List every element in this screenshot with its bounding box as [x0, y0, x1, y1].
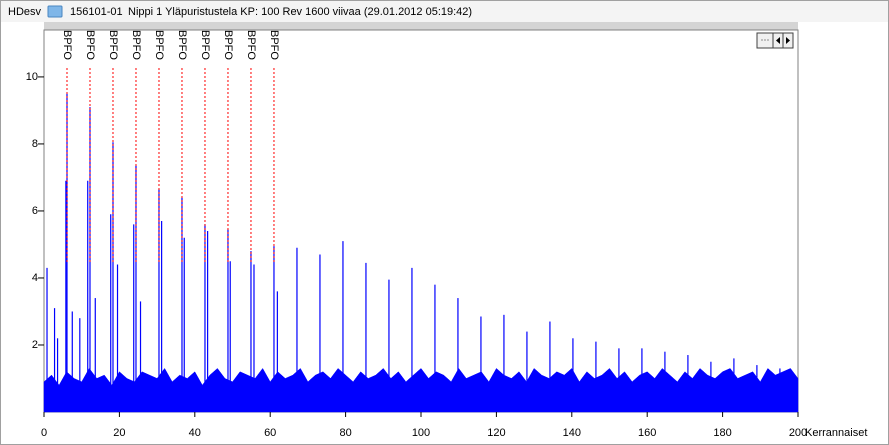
plot [43, 93, 799, 413]
marker-label: BPFO [176, 30, 188, 60]
x-tick-label: 180 [713, 427, 731, 439]
x-tick-label: 0 [41, 427, 47, 439]
marker-label: BPFO [268, 30, 280, 60]
marker-label: BPFO [61, 30, 73, 60]
x-tick-label: 160 [638, 427, 656, 439]
marker-label: BPFO [199, 30, 211, 60]
marker-label: BPFO [130, 30, 142, 60]
more-icon: ··· [761, 34, 770, 44]
header-bar [1, 1, 888, 22]
window-title: Nippi 1 Yläpuristustela KP: 100 Rev 1600… [128, 6, 472, 18]
x-tick-label: 60 [264, 427, 276, 439]
prev-icon [776, 37, 780, 44]
marker-label: BPFO [153, 30, 165, 60]
x-axis-label: Kerrannaiset [805, 427, 867, 439]
x-tick-label: 40 [189, 427, 201, 439]
marker-label: BPFO [84, 30, 96, 60]
plot-top-strip [44, 22, 798, 30]
x-tick-label: 120 [487, 427, 505, 439]
x-tick-label: 140 [563, 427, 581, 439]
y-tick-label: 10 [26, 71, 38, 83]
nav-buttons: ··· [756, 32, 794, 49]
folder-icon[interactable] [47, 5, 63, 18]
x-tick-label: 20 [113, 427, 125, 439]
y-tick-label: 4 [32, 272, 38, 284]
y-tick-label: 8 [32, 138, 38, 150]
app-name: HDesv [8, 6, 42, 18]
x-tick-label: 80 [339, 427, 351, 439]
marker-label: BPFO [107, 30, 119, 60]
noise-floor [43, 367, 799, 413]
next-icon [786, 37, 790, 44]
object-id: 156101-01 [70, 6, 123, 18]
x-tick-label: 200 [789, 427, 807, 439]
y-tick-label: 2 [32, 339, 38, 351]
marker-label: BPFO [222, 30, 234, 60]
plot-area [43, 29, 799, 413]
x-tick-label: 100 [412, 427, 430, 439]
y-tick-label: 6 [32, 205, 38, 217]
marker-label: BPFO [245, 30, 257, 60]
